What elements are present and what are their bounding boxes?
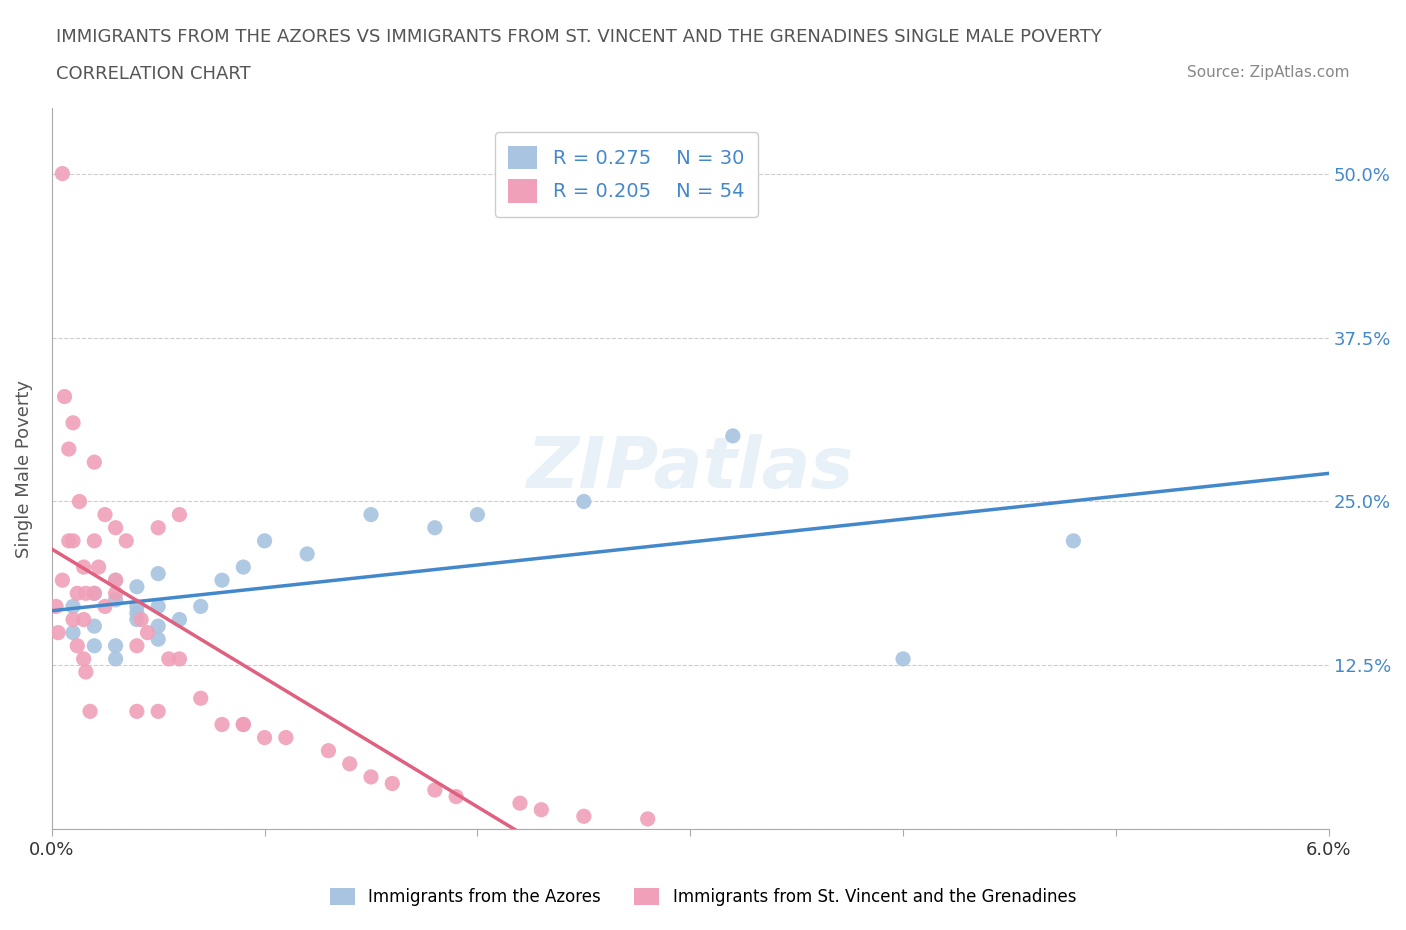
Point: [94, 599, 117, 614]
Point: [339, 756, 361, 771]
Point: [891, 651, 914, 666]
Point: [318, 743, 340, 758]
Y-axis label: Single Male Poverty: Single Male Poverty: [15, 379, 32, 558]
Point: [146, 520, 169, 535]
Point: [104, 651, 127, 666]
Point: [83, 618, 105, 633]
Point: [83, 455, 105, 470]
Point: [129, 612, 152, 627]
Point: [115, 534, 138, 549]
Point: [572, 494, 595, 509]
Text: Source: ZipAtlas.com: Source: ZipAtlas.com: [1187, 65, 1350, 80]
Point: [75, 665, 97, 680]
Point: [146, 618, 169, 633]
Point: [62, 534, 84, 549]
Point: [146, 599, 169, 614]
Point: [125, 605, 148, 620]
Point: [67, 494, 90, 509]
Point: [190, 691, 212, 706]
Text: CORRELATION CHART: CORRELATION CHART: [56, 65, 252, 83]
Point: [211, 573, 233, 588]
Point: [444, 790, 467, 804]
Point: [73, 612, 96, 627]
Point: [1062, 534, 1084, 549]
Point: [83, 586, 105, 601]
Point: [104, 573, 127, 588]
Point: [146, 631, 169, 646]
Point: [125, 599, 148, 614]
Text: IMMIGRANTS FROM THE AZORES VS IMMIGRANTS FROM ST. VINCENT AND THE GRENADINES SIN: IMMIGRANTS FROM THE AZORES VS IMMIGRANTS…: [56, 28, 1102, 46]
Point: [721, 429, 744, 444]
Point: [58, 534, 80, 549]
Point: [157, 651, 180, 666]
Point: [62, 599, 84, 614]
Point: [51, 166, 73, 181]
Point: [232, 717, 254, 732]
Point: [46, 625, 69, 640]
Point: [423, 520, 446, 535]
Point: [146, 704, 169, 719]
Point: [125, 704, 148, 719]
Point: [467, 507, 489, 522]
Point: [66, 638, 89, 653]
Point: [83, 534, 105, 549]
Point: [94, 507, 117, 522]
Point: [75, 586, 97, 601]
Point: [253, 534, 276, 549]
Point: [125, 612, 148, 627]
Point: [232, 560, 254, 575]
Text: ZIPatlas: ZIPatlas: [527, 434, 853, 503]
Point: [58, 442, 80, 457]
Point: [104, 520, 127, 535]
Point: [169, 651, 191, 666]
Point: [73, 651, 96, 666]
Point: [637, 812, 659, 827]
Point: [79, 704, 101, 719]
Point: [104, 586, 127, 601]
Legend: Immigrants from the Azores, Immigrants from St. Vincent and the Grenadines: Immigrants from the Azores, Immigrants f…: [323, 881, 1083, 912]
Point: [104, 592, 127, 607]
Point: [125, 579, 148, 594]
Legend: R = 0.275    N = 30, R = 0.205    N = 54: R = 0.275 N = 30, R = 0.205 N = 54: [495, 132, 758, 217]
Point: [62, 612, 84, 627]
Point: [53, 389, 76, 404]
Point: [62, 416, 84, 431]
Point: [169, 507, 191, 522]
Point: [51, 573, 73, 588]
Point: [274, 730, 297, 745]
Point: [136, 625, 159, 640]
Point: [146, 566, 169, 581]
Point: [509, 796, 531, 811]
Point: [360, 507, 382, 522]
Point: [45, 599, 67, 614]
Point: [104, 573, 127, 588]
Point: [190, 599, 212, 614]
Point: [211, 717, 233, 732]
Point: [125, 638, 148, 653]
Point: [66, 586, 89, 601]
Point: [381, 776, 404, 790]
Point: [83, 586, 105, 601]
Point: [530, 803, 553, 817]
Point: [83, 638, 105, 653]
Point: [253, 730, 276, 745]
Point: [360, 769, 382, 784]
Point: [73, 560, 96, 575]
Point: [62, 625, 84, 640]
Point: [104, 638, 127, 653]
Point: [232, 717, 254, 732]
Point: [295, 547, 318, 562]
Point: [169, 612, 191, 627]
Point: [572, 809, 595, 824]
Point: [423, 783, 446, 798]
Point: [87, 560, 110, 575]
